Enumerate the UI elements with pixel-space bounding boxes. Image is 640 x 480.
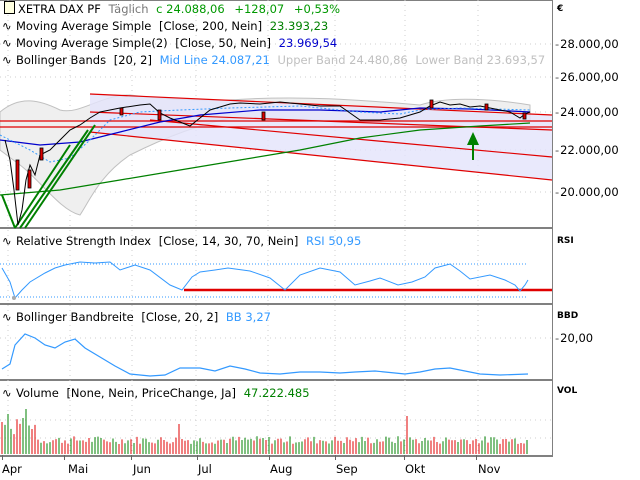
sma50-legend[interactable]: ∿ Moving Average Simple(2) [Close, 50, Ne… (2, 36, 338, 50)
wave-icon: ∿ (2, 36, 12, 50)
x-label-mai: Mai (68, 462, 89, 476)
bbd-tick: 20,00 (555, 331, 593, 345)
wave-icon: ∿ (2, 19, 12, 33)
x-tick (2, 455, 3, 460)
x-tick (64, 455, 65, 460)
close-value: c 24.088,06 (156, 2, 225, 16)
x-label-aug: Aug (270, 462, 293, 476)
change-value: +128,07 (234, 2, 285, 16)
x-tick (335, 455, 336, 460)
x-tick (404, 455, 405, 460)
volume-legend[interactable]: ∿ Volume [None, Nein, PriceChange, Ja] 47… (2, 386, 310, 400)
sma200-legend[interactable]: ∿ Moving Average Simple [Close, 200, Nein… (2, 19, 329, 33)
price-tick: 22.000,00 (555, 143, 619, 157)
wave-icon: ∿ (2, 310, 12, 324)
symbol: XETRA DAX PF (18, 2, 101, 16)
candle-icon (4, 1, 15, 14)
x-tick (197, 455, 198, 460)
wave-icon: ∿ (2, 53, 12, 67)
bollinger-legend[interactable]: ∿ Bollinger Bands [20, 2] Mid Line 24.087… (2, 53, 546, 67)
currency-label: € (557, 4, 564, 14)
price-tick: 28.000,00 (555, 37, 619, 51)
wave-icon: ∿ (2, 386, 12, 400)
price-tick: 24.000,00 (555, 105, 619, 119)
rsi-legend[interactable]: ∿ Relative Strength Index [Close, 14, 30,… (2, 234, 362, 248)
x-label-jun: Jun (133, 462, 151, 476)
symbol-row: XETRA DAX PF Täglich c 24.088,06 +128,07… (2, 1, 545, 18)
x-label-okt: Okt (405, 462, 426, 476)
x-label-apr: Apr (2, 462, 22, 476)
wave-icon: ∿ (2, 234, 12, 248)
price-tick: 20.000,00 (555, 185, 619, 199)
x-label-jul: Jul (198, 462, 212, 476)
interval: Täglich (108, 2, 149, 16)
bbd-panel[interactable] (0, 305, 553, 381)
x-label-sep: Sep (336, 462, 358, 476)
rsi-axis-label: RSI (557, 236, 574, 246)
change-pct: +0,53% (293, 2, 341, 16)
volume-axis-label: VOL (557, 386, 578, 396)
bbd-axis-label: BBD (557, 311, 579, 321)
bbd-legend[interactable]: ∿ Bollinger Bandbreite [Close, 20, 2] BB … (2, 310, 271, 324)
x-tick (476, 455, 477, 460)
price-legend: XETRA DAX PF Täglich c 24.088,06 +128,07… (2, 1, 545, 69)
x-label-nov: Nov (478, 462, 501, 476)
rsi-panel[interactable] (0, 229, 553, 305)
x-tick (269, 455, 270, 460)
price-tick: 26.000,00 (555, 70, 619, 84)
x-tick (131, 455, 132, 460)
